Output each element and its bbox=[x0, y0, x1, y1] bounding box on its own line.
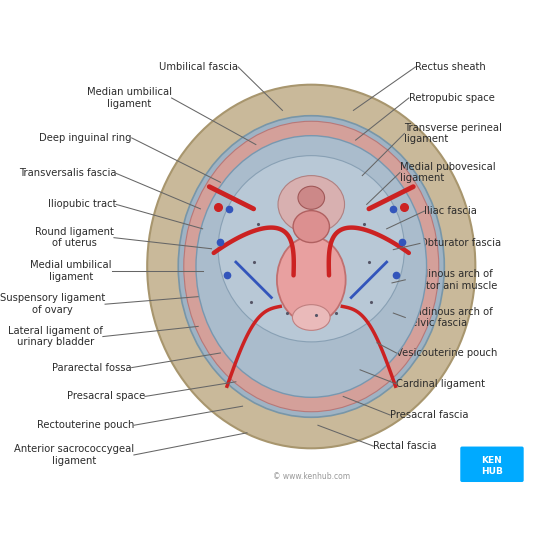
Text: Obturator fascia: Obturator fascia bbox=[420, 238, 501, 248]
Text: Rectus sheath: Rectus sheath bbox=[416, 62, 486, 72]
Text: Medial pubovesical
ligament: Medial pubovesical ligament bbox=[400, 161, 496, 183]
Ellipse shape bbox=[196, 136, 426, 397]
Text: Tendinous arch of
levator ani muscle: Tendinous arch of levator ani muscle bbox=[405, 269, 498, 290]
Ellipse shape bbox=[178, 116, 445, 417]
Text: Presacral fascia: Presacral fascia bbox=[390, 410, 469, 420]
Text: Suspensory ligament
of ovary: Suspensory ligament of ovary bbox=[0, 293, 105, 315]
Ellipse shape bbox=[147, 85, 475, 448]
Text: © www.kenhub.com: © www.kenhub.com bbox=[273, 472, 350, 481]
Ellipse shape bbox=[293, 211, 329, 243]
Text: Transversalis fascia: Transversalis fascia bbox=[19, 168, 116, 179]
Text: HUB: HUB bbox=[481, 467, 503, 476]
Text: Deep inguinal ring: Deep inguinal ring bbox=[39, 133, 132, 143]
Ellipse shape bbox=[218, 156, 405, 342]
Ellipse shape bbox=[298, 186, 325, 209]
Text: Rectouterine pouch: Rectouterine pouch bbox=[37, 420, 134, 430]
Ellipse shape bbox=[293, 305, 330, 330]
Text: Iliac fascia: Iliac fascia bbox=[424, 206, 477, 216]
Text: Presacral space: Presacral space bbox=[67, 391, 145, 401]
Text: Median umbilical
ligament: Median umbilical ligament bbox=[86, 87, 172, 109]
Text: Iliopubic tract: Iliopubic tract bbox=[47, 199, 116, 209]
Text: Transverse perineal
ligament: Transverse perineal ligament bbox=[405, 123, 502, 144]
Text: Retropubic space: Retropubic space bbox=[409, 93, 495, 103]
Text: KEN: KEN bbox=[482, 456, 503, 465]
FancyBboxPatch shape bbox=[461, 447, 524, 482]
Text: Lateral ligament of
urinary bladder: Lateral ligament of urinary bladder bbox=[8, 326, 103, 348]
Text: Medial umbilical
ligament: Medial umbilical ligament bbox=[30, 260, 112, 282]
Text: Round ligament
of uterus: Round ligament of uterus bbox=[35, 227, 114, 248]
Ellipse shape bbox=[184, 122, 439, 411]
Text: Tendinous arch of
pelvic fascia: Tendinous arch of pelvic fascia bbox=[405, 306, 493, 328]
Text: Vesicouterine pouch: Vesicouterine pouch bbox=[397, 348, 498, 358]
Text: Umbilical fascia: Umbilical fascia bbox=[159, 62, 238, 72]
Text: Pararectal fossa: Pararectal fossa bbox=[52, 362, 132, 373]
Text: Anterior sacrococcygeal
ligament: Anterior sacrococcygeal ligament bbox=[14, 444, 134, 466]
Text: Rectal fascia: Rectal fascia bbox=[373, 441, 437, 451]
Ellipse shape bbox=[278, 175, 344, 233]
Text: Cardinal ligament: Cardinal ligament bbox=[397, 379, 486, 389]
Ellipse shape bbox=[277, 237, 345, 323]
